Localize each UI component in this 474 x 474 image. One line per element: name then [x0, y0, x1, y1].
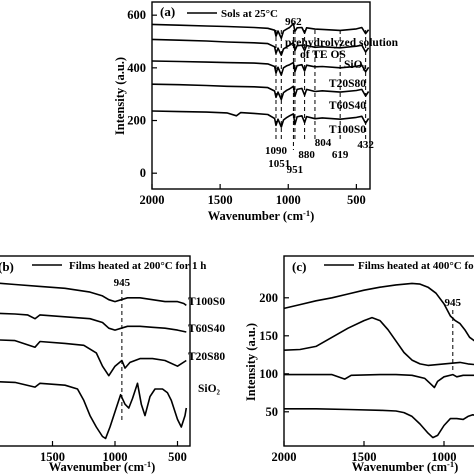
panel-b-spectrum-line-3 — [0, 339, 187, 377]
panel-b-spectrum-line-1 — [0, 282, 187, 307]
panel-b-letter: (b) — [0, 259, 14, 274]
panel-a-x-tick-label: 1000 — [276, 193, 301, 207]
panel-a-y-tick-label: 200 — [127, 114, 146, 128]
panel-a-series-label-t60s40: T60S40 — [329, 100, 366, 112]
panel-a-spectrum-line-3 — [151, 60, 370, 76]
panel-a-spectra — [151, 22, 370, 128]
panel-a-peak-label-804: 804 — [315, 137, 332, 149]
panel-b-series-label-t20s80: T20S80 — [188, 351, 225, 363]
panel-a-x-axis-title: Wavenumber (cm-1) — [208, 208, 315, 223]
panel-a-spectrum-line-2 — [151, 38, 370, 56]
panel-a-peak-label-1090: 1090 — [265, 145, 288, 157]
panel-a-letter: (a) — [160, 4, 175, 19]
panel-c-x-tick-label: 1000 — [432, 450, 457, 464]
panel-a-spectrum-line-1 — [151, 22, 370, 40]
panel-c-axis-ticks: 2000 1500 1000 50 100 150 200 — [259, 291, 456, 464]
panel-b-x-tick-label: 1500 — [40, 450, 65, 464]
panel-b-plot-frame — [0, 255, 191, 447]
panel-b-peak-label-945: 945 — [114, 277, 131, 289]
panel-c-y-tick-label: 200 — [259, 291, 278, 305]
panel-a-annotation-line-1: prehydrolyzed solution — [285, 37, 399, 49]
panel-b-x-axis-title: Wavenumber (cm-1) — [49, 459, 156, 474]
panel-a-x-tick-label: 1500 — [208, 193, 233, 207]
panel-a-x-tick-label: 2000 — [140, 193, 165, 207]
panel-c-x-axis-title: Wavenumber (cm-1) — [352, 459, 459, 474]
panel-c-y-tick-label: 100 — [259, 367, 278, 381]
panel-b-spectra — [0, 282, 188, 440]
panel-c-peak-label-945: 945 — [445, 297, 462, 309]
panel-c-letter: (c) — [292, 259, 306, 274]
panel-b-series-label-t100s0: T100S0 — [188, 296, 225, 308]
panel-c-x-tick-label: 2000 — [272, 450, 297, 464]
panel-c: 2000 1500 1000 50 100 150 200 945 (c) Films he… — [244, 255, 474, 474]
panel-a-x-tick-label: 500 — [347, 193, 366, 207]
panel-a: 2000 1500 1000 500 0 200 400 600 962 10901051951… — [113, 1, 399, 223]
panel-b-series-label-t60s40: T60S40 — [188, 323, 225, 335]
panel-a-annotation-line-2: of TE OS — [300, 49, 346, 61]
panel-a-plot-frame — [151, 1, 371, 190]
panel-b-legend-text: Films heated at 200°C for 1 h — [69, 260, 206, 272]
panel-c-legend-text: Films heated at 400°C fo — [358, 260, 474, 272]
panel-c-spectrum-line-2 — [283, 316, 474, 367]
panel-a-peak-label-619: 619 — [332, 149, 349, 161]
panel-c-x-tick-label: 1500 — [352, 450, 377, 464]
panel-b-spectrum-line-2 — [0, 312, 187, 333]
panel-a-spectrum-line-5 — [151, 110, 370, 128]
panel-a-spectrum-line-4 — [151, 83, 370, 101]
panel-b-series-label-sio2: SiO₂ — [198, 383, 221, 395]
panel-a-legend-text: Sols at 25°C — [221, 8, 278, 20]
panel-c-y-axis-title: Intensity (a.u.) — [244, 323, 258, 401]
panel-c-spectrum-line-4 — [284, 408, 474, 439]
panel-b-x-tick-label: 500 — [168, 450, 187, 464]
panel-a-series-label-t100s0: T100S0 — [329, 124, 366, 136]
panel-a-peak-label-432: 432 — [357, 139, 374, 151]
panel-b-peak-labels: 945 — [114, 277, 131, 289]
panel-a-peak-label-962: 962 — [285, 16, 302, 28]
panel-a-peak-label-880: 880 — [298, 149, 315, 161]
panel-a-series-label-sio2: SiO₂ — [344, 59, 367, 71]
panel-b-spectrum-line-4 — [0, 380, 188, 440]
panel-b-axis-ticks: 1500 1000 500 — [40, 441, 187, 464]
panel-c-plot-frame — [283, 255, 474, 447]
panel-a-y-tick-label: 600 — [127, 8, 146, 22]
panel-c-spectrum-line-1 — [283, 282, 474, 342]
panel-a-axis-ticks: 2000 1500 1000 500 0 200 400 600 — [127, 8, 366, 207]
panel-c-peak-labels: 945 — [445, 297, 462, 309]
panel-a-y-tick-label: 0 — [140, 166, 146, 180]
panel-b: 1500 1000 500 945 (b) Films heated at 200°… — [0, 255, 225, 474]
panel-a-y-axis-title: Intensity (a.u.) — [113, 57, 127, 135]
panel-c-y-tick-label: 50 — [266, 405, 279, 419]
panel-c-spectra — [283, 282, 474, 439]
panel-c-y-tick-label: 150 — [259, 329, 278, 343]
panel-a-peak-label-1051: 1051 — [268, 158, 290, 170]
panel-a-series-label-t20s80: T20S80 — [329, 78, 366, 90]
panel-b-x-tick-label: 1000 — [103, 450, 128, 464]
panel-c-spectrum-line-3 — [284, 373, 474, 389]
panel-a-y-tick-label: 400 — [127, 61, 146, 75]
panel-a-peak-label-951: 951 — [287, 164, 304, 176]
